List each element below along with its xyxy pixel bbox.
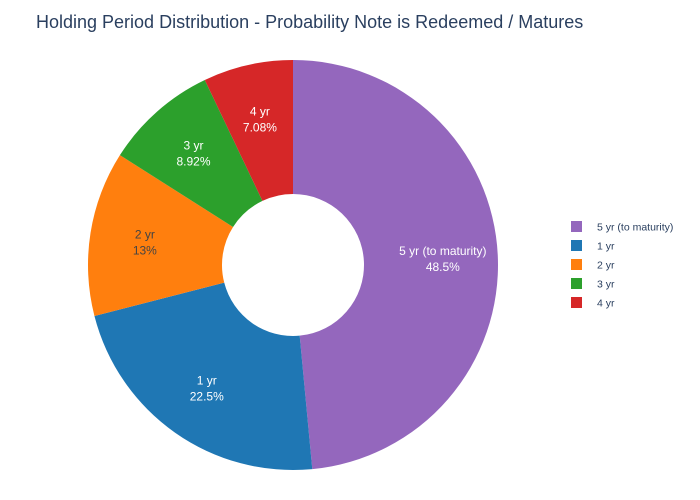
- slice-labels-group: 5 yr (to maturity) 48.5% 1 yr 22.5% 2 yr 13% 3…: [133, 105, 487, 404]
- legend-swatch: [571, 259, 582, 270]
- legend-label: 5 yr (to maturity): [597, 222, 673, 234]
- legend-label: 1 yr: [597, 241, 615, 253]
- legend-label: 4 yr: [597, 298, 615, 310]
- slice-label-1-yr: 1 yr 22.5%: [190, 374, 224, 404]
- legend-item-3-yr[interactable]: 3 yr: [571, 278, 615, 291]
- legend-swatch: [571, 297, 582, 308]
- slice-label-percent: 8.92%: [177, 155, 211, 169]
- slice-label-5-yr-to-maturity: 5 yr (to maturity) 48.5%: [399, 244, 486, 274]
- slice-label-percent: 7.08%: [243, 121, 277, 135]
- legend-item-4-yr[interactable]: 4 yr: [571, 297, 615, 310]
- legend-swatch: [571, 221, 582, 232]
- slice-label-name: 4 yr: [250, 105, 270, 119]
- legend-item-2-yr[interactable]: 2 yr: [571, 259, 615, 272]
- legend-item-5-yr-to-maturity[interactable]: 5 yr (to maturity): [571, 221, 673, 234]
- legend-label: 3 yr: [597, 279, 615, 291]
- slice-3-yr[interactable]: [119, 79, 263, 227]
- slice-label-4-yr: 4 yr 7.08%: [243, 105, 277, 135]
- slice-1-yr[interactable]: [94, 282, 313, 471]
- slice-label-name: 1 yr: [197, 374, 217, 388]
- slice-label-percent: 13%: [133, 244, 157, 258]
- legend[interactable]: 5 yr (to maturity) 1 yr 2 yr 3 yr 4 yr: [571, 221, 673, 310]
- slice-4-yr[interactable]: [204, 60, 293, 201]
- slice-label-percent: 22.5%: [190, 390, 224, 404]
- slice-label-2-yr: 2 yr 13%: [133, 228, 157, 258]
- legend-item-1-yr[interactable]: 1 yr: [571, 240, 615, 253]
- slices-group: [88, 60, 499, 471]
- legend-swatch: [571, 240, 582, 251]
- slice-5-yr-to-maturity[interactable]: [293, 60, 499, 470]
- slice-label-name: 5 yr (to maturity): [399, 244, 486, 258]
- slice-label-name: 3 yr: [184, 139, 204, 153]
- slice-label-percent: 48.5%: [426, 260, 460, 274]
- slice-2-yr[interactable]: [88, 155, 234, 316]
- legend-swatch: [571, 278, 582, 289]
- legend-label: 2 yr: [597, 260, 615, 272]
- chart-title: Holding Period Distribution - Probabilit…: [36, 12, 584, 32]
- slice-label-name: 2 yr: [135, 228, 155, 242]
- slice-label-3-yr: 3 yr 8.92%: [177, 139, 211, 169]
